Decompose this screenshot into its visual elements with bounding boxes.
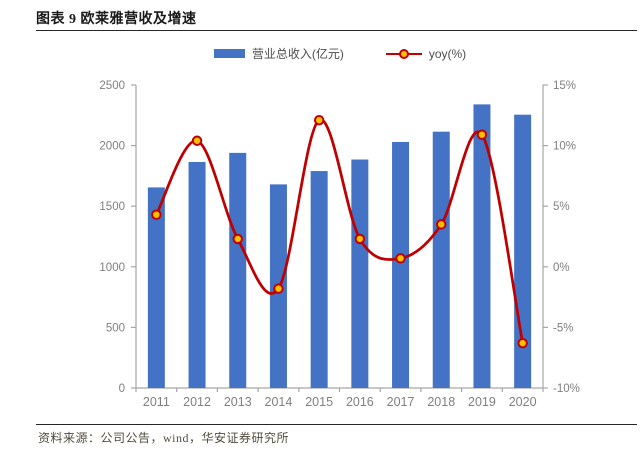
- revenue-bar: [310, 171, 328, 388]
- left-axis-label: 500: [106, 322, 125, 334]
- x-axis-label: 2019: [468, 395, 496, 409]
- x-axis-label: 2016: [346, 395, 374, 409]
- right-axis-label: 0%: [553, 262, 570, 274]
- x-axis-label: 2012: [183, 395, 211, 409]
- top-divider: [36, 30, 637, 31]
- right-axis-label: -5%: [553, 322, 573, 334]
- revenue-bar: [392, 141, 410, 388]
- bottom-divider: [36, 424, 637, 425]
- right-axis-label: 10%: [553, 141, 576, 153]
- chart-legend: 营业总收入(亿元) yoy(%): [137, 45, 543, 62]
- x-axis-label: 2020: [509, 395, 537, 409]
- x-axis-label: 2015: [305, 395, 333, 409]
- legend-label-revenue: 营业总收入(亿元): [251, 47, 344, 61]
- revenue-bar: [351, 159, 369, 388]
- legend-item-yoy: yoy(%): [385, 46, 467, 61]
- left-axis-label: 0: [119, 383, 125, 395]
- left-axis-label: 2000: [99, 141, 125, 153]
- revenue-bar: [473, 104, 491, 388]
- source-note: 资料来源：公司公告，wind，华安证券研究所: [38, 431, 290, 445]
- x-axis-label: 2018: [427, 395, 455, 409]
- x-axis-label: 2014: [265, 395, 293, 409]
- legend-label-yoy: yoy(%): [428, 46, 467, 61]
- yoy-marker: [232, 233, 243, 245]
- right-axis-label: 15%: [553, 80, 576, 92]
- right-axis-label: 5%: [553, 201, 570, 213]
- revenue-bars: [147, 104, 532, 389]
- yoy-marker: [436, 219, 447, 230]
- yoy-marker: [191, 135, 203, 146]
- yoy-marker: [476, 129, 488, 140]
- revenue-bar: [188, 161, 206, 388]
- yoy-marker: [354, 233, 366, 245]
- yoy-marker: [313, 114, 325, 126]
- bar-series-swatch-icon: [213, 49, 245, 58]
- revenue-bar: [147, 187, 165, 388]
- revenue-bar: [229, 152, 247, 388]
- right-axis-label: -10%: [553, 383, 580, 395]
- yoy-marker: [151, 209, 162, 220]
- x-axis-label: 2013: [224, 395, 252, 409]
- left-axis-label: 1000: [99, 262, 125, 274]
- legend-item-revenue: 营业总收入(亿元): [213, 45, 344, 62]
- line-series-swatch-icon: [385, 48, 422, 59]
- yoy-line: [155, 118, 525, 344]
- yoy-marker: [273, 283, 284, 294]
- figure-title: 图表 9 欧莱雅营收及增速: [36, 12, 197, 27]
- x-axis-label: 2011: [143, 395, 170, 409]
- left-axis-label: 1500: [99, 201, 125, 213]
- yoy-markers: [151, 114, 528, 349]
- left-axis-label: 2500: [99, 80, 125, 92]
- revenue-bar: [432, 131, 450, 389]
- x-axis-label: 2017: [387, 395, 415, 409]
- yoy-marker: [395, 253, 406, 264]
- yoy-marker: [517, 337, 528, 349]
